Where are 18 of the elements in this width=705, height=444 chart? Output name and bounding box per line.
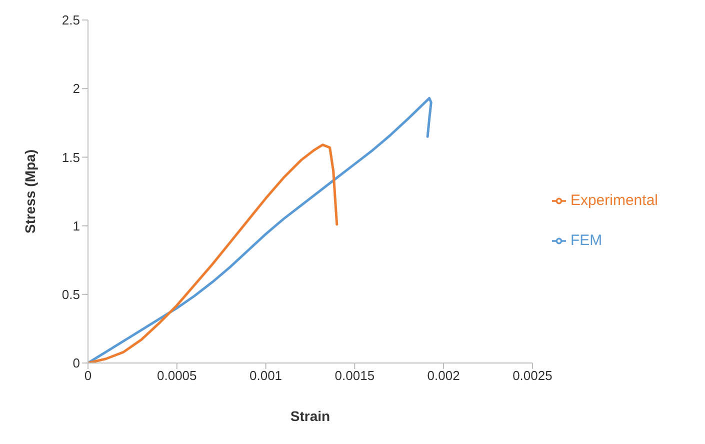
legend-label: Experimental bbox=[570, 192, 658, 208]
line-series bbox=[88, 144, 338, 363]
x-axis-title: Strain bbox=[290, 408, 330, 424]
x-tick-label: 0.001 bbox=[250, 368, 282, 384]
y-tick-label: 1 bbox=[72, 218, 80, 234]
y-tick-label: 2 bbox=[72, 81, 80, 96]
x-tick-label: 0 bbox=[84, 368, 92, 384]
x-tick-label: 0.0005 bbox=[157, 368, 197, 384]
x-tick-label: 0.002 bbox=[427, 368, 460, 384]
y-tick-label: 0.5 bbox=[62, 287, 80, 302]
legend-label: FEM bbox=[570, 232, 602, 248]
x-tick-label: 0.0015 bbox=[334, 368, 375, 384]
line-series bbox=[88, 96, 432, 363]
x-tick-label: 0.0025 bbox=[512, 368, 552, 384]
y-tick-label: 0 bbox=[72, 356, 80, 371]
y-tick-label: 1.5 bbox=[62, 150, 80, 165]
y-tick-label: 2.5 bbox=[62, 12, 80, 28]
y-axis-title: Stress (Mpa) bbox=[22, 149, 38, 234]
